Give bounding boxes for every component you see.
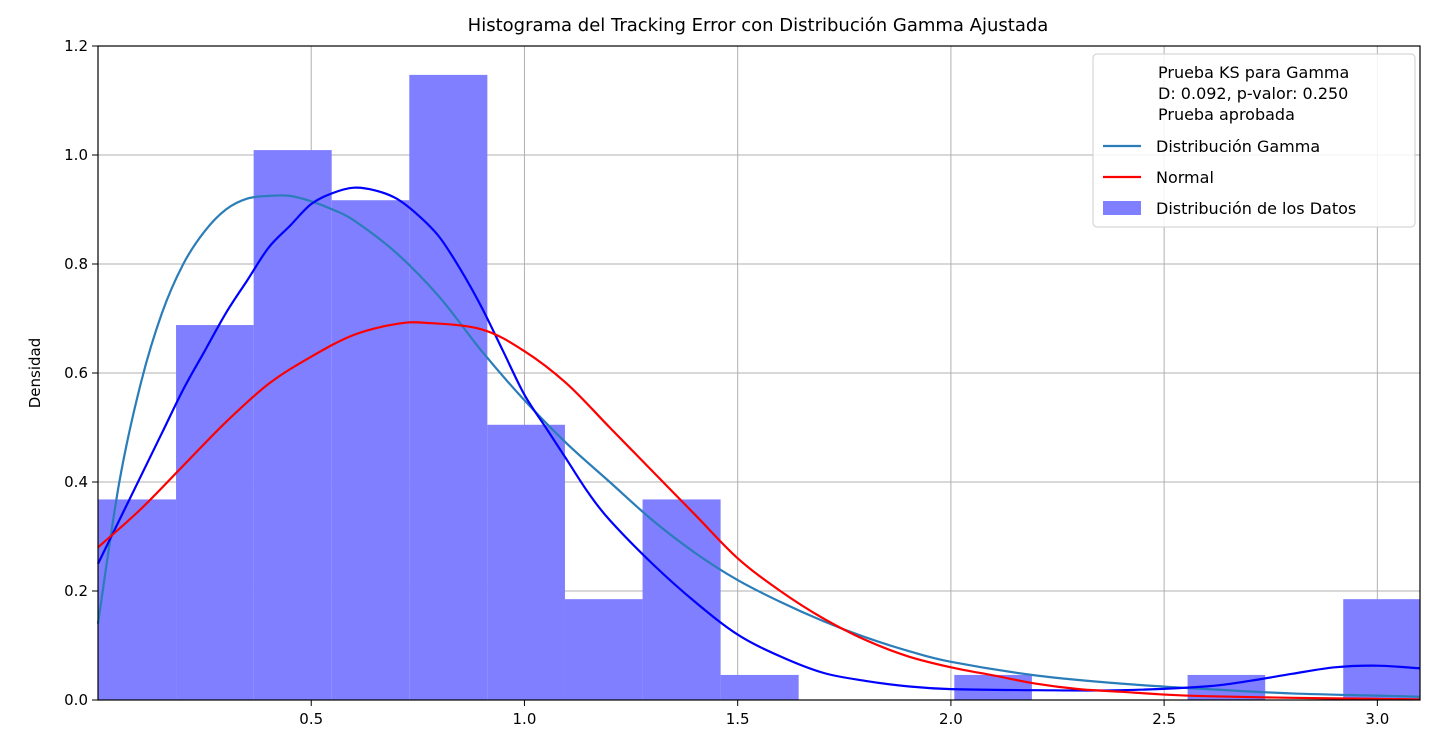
legend-ks-result: Prueba aprobada [1158,105,1295,124]
curve-lines [96,186,1421,701]
y-axis-label: Densidad [26,338,44,409]
x-tick-label: 3.0 [1365,710,1389,728]
y-tick-label: 0.2 [64,582,88,600]
x-tick-label: 2.5 [1152,710,1176,728]
x-tick-label: 0.5 [299,710,323,728]
histogram-bar [1343,599,1420,700]
histogram-bar [253,150,332,701]
x-tick-label: 1.5 [726,710,750,728]
histogram-bar [409,74,488,700]
histogram-bars [98,74,1420,701]
x-tick-label: 1.0 [513,710,537,728]
chart-title: Histograma del Tracking Error con Distri… [468,15,1049,36]
legend-normal-label: Normal [1156,168,1214,187]
y-tick-label: 0.4 [64,473,88,491]
legend-gamma-label: Distribución Gamma [1156,137,1320,156]
histogram-bar [487,424,565,700]
normal-curve [97,321,1421,701]
histogram-bar [98,499,177,700]
histogram-bar [564,599,643,700]
x-tick-label: 2.0 [939,710,963,728]
kde-curve [97,186,1421,692]
axis-ticks: 0.5 1.0 1.5 2.0 2.5 3.0 0.0 0.2 0.4 0.6 0.8 1.0 1.2 [64,37,1389,728]
legend-ks-stats: D: 0.092, p-valor: 0.250 [1158,84,1348,103]
legend-ks-title: Prueba KS para Gamma [1158,63,1349,82]
y-tick-label: 1.0 [64,146,88,164]
histogram-bar [176,325,254,700]
legend-histogram-swatch [1103,201,1141,215]
y-tick-label: 1.2 [64,37,88,55]
legend-histogram-label: Distribución de los Datos [1156,199,1356,218]
histogram-bar [720,674,799,700]
gamma-curve [96,194,1421,698]
legend: Prueba KS para Gamma D: 0.092, p-valor: … [1092,53,1416,228]
y-tick-label: 0.6 [64,364,88,382]
y-tick-label: 0.0 [64,691,88,709]
histogram-bar [331,200,410,701]
histogram-bar [642,499,721,700]
legend-box [1092,53,1416,228]
y-tick-label: 0.8 [64,255,88,273]
histogram-bar [954,674,1032,700]
